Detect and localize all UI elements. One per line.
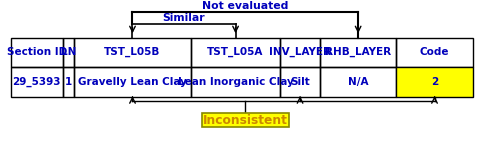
Bar: [320, 67, 396, 97]
Bar: [74, 67, 191, 97]
Text: Silt: Silt: [290, 77, 310, 87]
Bar: [202, 113, 288, 127]
Text: Similar: Similar: [162, 13, 206, 23]
Text: LN: LN: [61, 47, 76, 57]
Text: 2: 2: [431, 77, 438, 87]
Text: Not evaluated: Not evaluated: [202, 1, 288, 11]
Text: 1: 1: [65, 77, 72, 87]
Text: 29_5393: 29_5393: [12, 77, 61, 87]
Bar: [191, 67, 280, 97]
Text: Gravelly Lean Clay: Gravelly Lean Clay: [78, 77, 187, 87]
Text: RHB_LAYER: RHB_LAYER: [325, 47, 391, 57]
Bar: [396, 67, 473, 97]
Text: TST_L05B: TST_L05B: [104, 47, 160, 57]
Bar: [63, 38, 74, 67]
Text: Section ID: Section ID: [6, 47, 67, 57]
Text: Lean Inorganic Clay: Lean Inorganic Clay: [178, 77, 294, 87]
Text: Inconsistent: Inconsistent: [203, 114, 288, 127]
Text: Code: Code: [420, 47, 450, 57]
Bar: [396, 38, 473, 67]
Bar: [10, 38, 63, 67]
Bar: [280, 67, 320, 97]
Text: INV_LAYER: INV_LAYER: [269, 47, 331, 57]
Bar: [74, 38, 191, 67]
Bar: [10, 67, 63, 97]
Bar: [63, 67, 74, 97]
Bar: [191, 38, 280, 67]
Bar: [280, 38, 320, 67]
Text: N/A: N/A: [348, 77, 368, 87]
Text: TST_L05A: TST_L05A: [208, 47, 264, 57]
Bar: [320, 38, 396, 67]
